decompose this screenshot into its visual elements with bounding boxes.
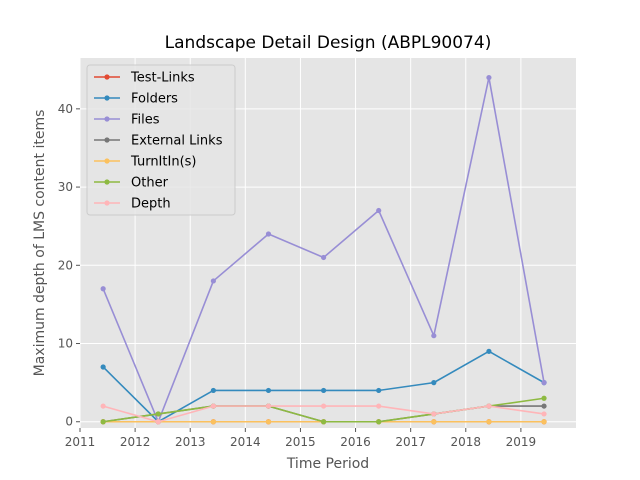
data-point-other xyxy=(320,419,327,425)
data-point-folders xyxy=(265,387,272,394)
x-tick-label: 2012 xyxy=(120,435,151,449)
data-point-external-links xyxy=(541,403,547,409)
data-point-depth xyxy=(486,403,492,409)
data-point-other xyxy=(376,419,382,425)
series-lines xyxy=(100,74,547,425)
legend-label-other: Other xyxy=(131,176,169,191)
data-point-other xyxy=(100,419,106,425)
y-axis-label: Maximum depth of LMS content items xyxy=(32,110,48,377)
x-tick-label: 2014 xyxy=(230,435,261,449)
data-point-files xyxy=(431,333,437,339)
legend-label-turnitin-s: TurnItIn(s) xyxy=(130,155,196,170)
data-point-files xyxy=(265,231,272,237)
data-point-turnitin-s xyxy=(486,419,492,425)
x-tick-label: 2011 xyxy=(65,435,96,449)
data-point-depth xyxy=(155,419,161,425)
data-point-files xyxy=(210,278,216,284)
data-point-turnitin-s xyxy=(265,419,272,425)
data-point-depth xyxy=(210,403,216,409)
chart-title: Landscape Detail Design (ABPL90074) xyxy=(165,33,492,53)
legend-label-depth: Depth xyxy=(131,197,171,212)
legend-label-external-links: External Links xyxy=(131,134,223,149)
legend-marker-other xyxy=(104,179,110,185)
data-point-turnitin-s xyxy=(431,419,437,425)
series-depth xyxy=(100,403,547,425)
x-tick-label: 2013 xyxy=(175,435,206,449)
data-point-depth xyxy=(431,411,437,417)
x-tick-label: 2019 xyxy=(506,435,537,449)
data-point-files xyxy=(320,254,327,261)
x-tick-label: 2018 xyxy=(451,435,482,449)
data-point-files xyxy=(376,207,382,214)
data-point-turnitin-s xyxy=(210,419,216,425)
legend-label-files: Files xyxy=(131,113,160,128)
y-tick-label: 20 xyxy=(58,258,73,272)
legend: Test-Links Folders Files External Links Turn… xyxy=(86,64,236,216)
data-point-files xyxy=(541,380,547,386)
legend-marker-folders xyxy=(104,95,110,101)
data-point-depth xyxy=(320,403,327,409)
legend-marker-external-links xyxy=(104,137,110,143)
data-point-folders xyxy=(210,387,216,394)
data-point-folders xyxy=(376,387,382,394)
data-point-depth xyxy=(100,403,106,409)
data-point-other xyxy=(541,395,547,401)
data-point-depth xyxy=(376,403,382,409)
legend-frame xyxy=(86,64,236,216)
data-point-turnitin-s xyxy=(541,419,547,425)
data-point-files xyxy=(100,286,106,292)
data-point-folders xyxy=(431,380,437,386)
data-point-other xyxy=(155,411,161,417)
y-tick-label: 10 xyxy=(58,337,73,351)
x-tick-label: 2017 xyxy=(395,435,426,449)
data-point-depth xyxy=(265,403,272,409)
legend-marker-files xyxy=(104,116,110,122)
data-point-folders xyxy=(486,348,492,354)
x-tick-label: 2016 xyxy=(340,435,371,449)
x-axis-label: Time Period xyxy=(286,456,369,472)
legend-items: Test-Links Folders Files External Links Turn… xyxy=(94,71,223,212)
legend-marker-depth xyxy=(104,200,110,206)
y-tick-label: 0 xyxy=(65,415,73,429)
x-axis-ticks: 2011 2012 2013 2014 2015 2016 2017 2018 2019 xyxy=(65,428,536,449)
data-point-folders xyxy=(320,387,327,394)
legend-label-folders: Folders xyxy=(131,92,178,107)
x-tick-label: 2015 xyxy=(285,435,316,449)
y-axis-ticks: 0 10 20 30 40 xyxy=(58,102,80,429)
legend-marker-turnitin-s xyxy=(104,158,110,164)
data-point-folders xyxy=(100,364,106,370)
legend-marker-test-links xyxy=(104,74,110,80)
y-tick-label: 40 xyxy=(58,102,73,116)
data-point-depth xyxy=(541,411,547,417)
legend-label-test-links: Test-Links xyxy=(130,71,195,86)
data-point-files xyxy=(486,74,492,81)
y-tick-label: 30 xyxy=(58,180,73,194)
